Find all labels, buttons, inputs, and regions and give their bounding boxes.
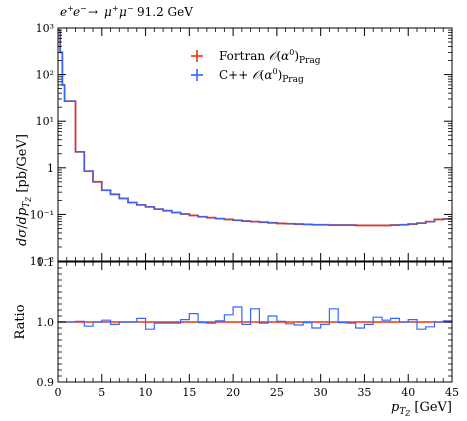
ratio-xtick-label: 35 bbox=[357, 386, 371, 399]
main-ytick-label: 10² bbox=[36, 69, 54, 82]
ratio-xtick-label: 0 bbox=[55, 386, 62, 399]
ratio-panel: 0 5 10 15 20 25 30 35 40 45 0.9 1.0 1.1 bbox=[37, 256, 460, 399]
main-ytick-label: 10⁻² bbox=[30, 255, 54, 268]
ratio-xtick-label: 10 bbox=[139, 386, 153, 399]
ratio-xtick-label: 45 bbox=[445, 386, 459, 399]
svg-text:pTZ [GeV]: pTZ [GeV] bbox=[391, 400, 452, 418]
main-series-1 bbox=[58, 29, 452, 227]
ratio-ytick-label: 0.9 bbox=[37, 376, 55, 389]
main-ytick-label: 10⁻¹ bbox=[30, 208, 54, 221]
x-axis-label: pTZ [GeV] bbox=[391, 400, 452, 418]
main-panel-frame bbox=[57, 27, 453, 262]
svg-text:μ: μ bbox=[104, 5, 112, 19]
svg-text:−: − bbox=[127, 4, 134, 13]
svg-text:dσ/dpTZ [pb/GeV]: dσ/dpTZ [pb/GeV] bbox=[15, 134, 33, 246]
svg-text:91.2 GeV: 91.2 GeV bbox=[137, 5, 193, 19]
main-y-axis-label: dσ/dpTZ [pb/GeV] bbox=[15, 134, 33, 246]
main-ytick-label: 1 bbox=[47, 162, 54, 175]
legend-label-cpp: C++ 𝒪(α0)Prag bbox=[219, 67, 304, 85]
main-panel: 10³ 10² 10¹ 1 10⁻¹ 10⁻² bbox=[30, 22, 453, 268]
ratio-xtick-label: 30 bbox=[314, 386, 328, 399]
ratio-series-0 bbox=[58, 306, 452, 330]
main-ytick-label: 10¹ bbox=[36, 115, 54, 128]
svg-text:e: e bbox=[73, 5, 80, 19]
svg-text:→: → bbox=[88, 5, 98, 19]
ratio-xtick-label: 15 bbox=[182, 386, 196, 399]
ratio-xtick-label: 5 bbox=[98, 386, 105, 399]
legend-item-cpp: C++ 𝒪(α0)Prag bbox=[191, 67, 304, 85]
svg-text:+: + bbox=[112, 4, 119, 13]
ratio-y-axis-label: Ratio bbox=[13, 304, 28, 339]
legend-label-fortran: Fortran 𝒪(α0)Prag bbox=[219, 48, 321, 66]
ratio-xtick-label: 40 bbox=[401, 386, 415, 399]
ratio-ytick-label: 1.0 bbox=[37, 316, 55, 329]
legend: Fortran 𝒪(α0)Prag C++ 𝒪(α0)Prag bbox=[191, 48, 321, 85]
svg-text:+: + bbox=[67, 4, 74, 13]
svg-text:μ: μ bbox=[119, 5, 127, 19]
legend-item-fortran: Fortran 𝒪(α0)Prag bbox=[191, 48, 321, 66]
ratio-xtick-label: 25 bbox=[270, 386, 284, 399]
ratio-xtick-label: 20 bbox=[226, 386, 240, 399]
chart-title: e + e − → μ + μ − 91.2 GeV bbox=[60, 4, 193, 19]
svg-text:−: − bbox=[80, 4, 87, 13]
ratio-ytick-label: 1.1 bbox=[37, 256, 55, 269]
svg-text:e: e bbox=[60, 5, 67, 19]
main-ytick-label: 10³ bbox=[36, 22, 54, 35]
